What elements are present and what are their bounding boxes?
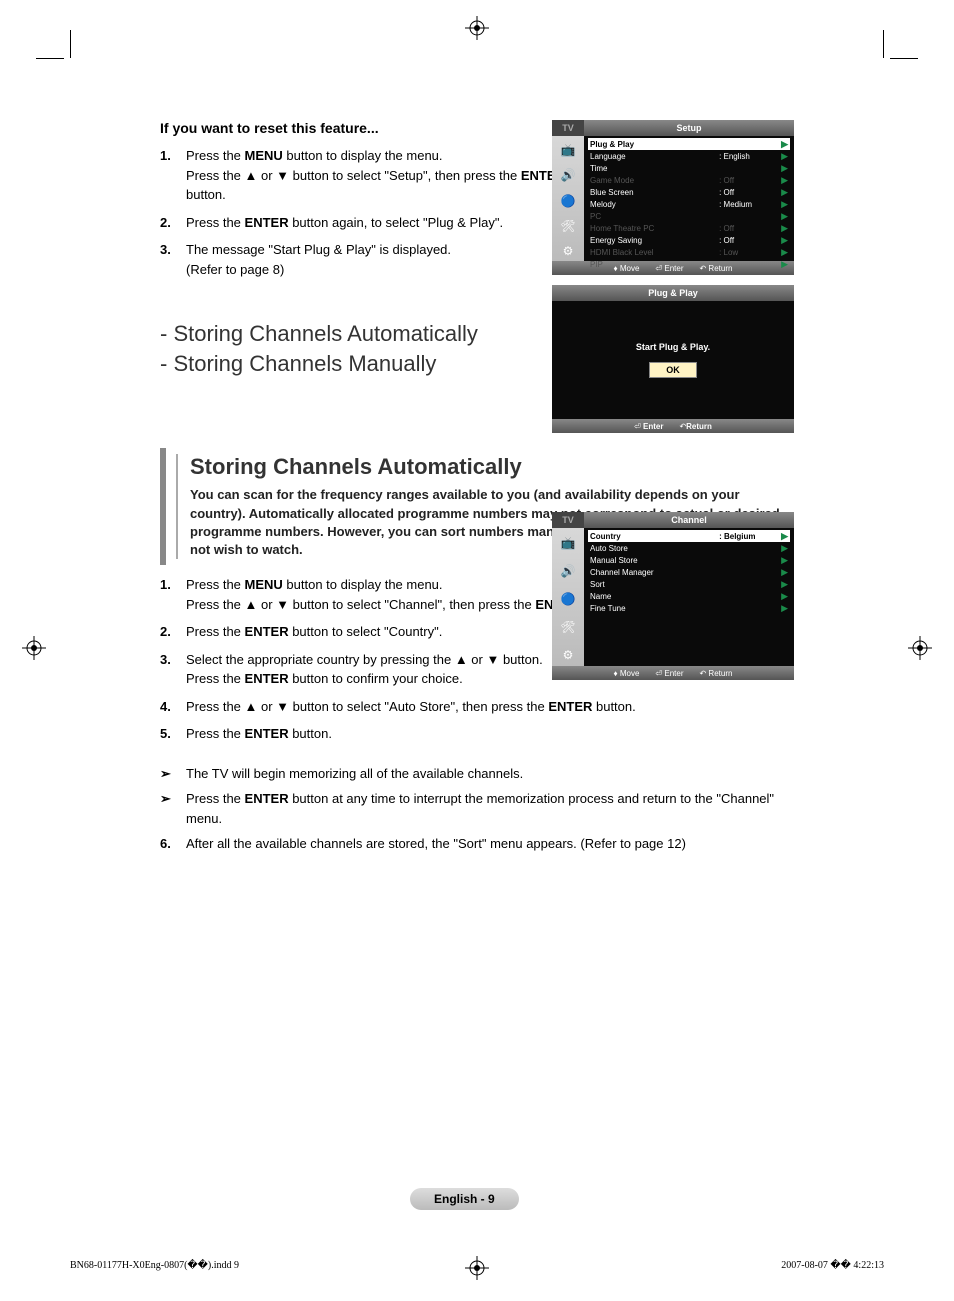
step-item: 6. After all the available channels are … [160,834,794,854]
content-area: If you want to reset this feature... 1. … [70,60,884,854]
osd-sound-icon: 🔊 [557,560,579,582]
step-text: After all the available channels are sto… [186,834,794,854]
osd-enter-hint: ⏎ Enter [655,669,683,678]
osd-sidebar: 📺 🔊 🔵 🛠 ⚙ [552,136,584,261]
osd-footer: ♦ Move ⏎ Enter ↶ Return [552,666,794,680]
osd-channel-icon: 🔵 [557,191,579,210]
note-text: Press the ENTER button at any time to in… [186,789,794,828]
osd-channel-list: Country: Belgium▶Auto Store▶Manual Store… [584,528,794,666]
osd-menu-row: Sort▶ [588,578,790,590]
osd-channel-screenshot: TV Channel 📺 🔊 🔵 🛠 ⚙ Country: Belgium▶Au… [552,512,794,680]
osd-channel-icon: 🔵 [557,588,579,610]
osd-menu-row: Blue Screen: Off▶ [588,186,790,198]
osd-menu-row: PIP▶ [588,258,790,270]
osd-message: Start Plug & Play. [636,342,710,352]
osd-setup-list: Plug & Play▶Language: English▶Time▶Game … [584,136,794,261]
registration-mark-icon [465,1256,489,1280]
section-steps-cont: 6. After all the available channels are … [160,834,794,854]
osd-menu-row: Melody: Medium▶ [588,198,790,210]
osd-sound-icon: 🔊 [557,165,579,184]
step-item: 4. Press the ▲ or ▼ button to select "Au… [160,697,794,717]
note-text: The TV will begin memorizing all of the … [186,764,794,784]
page: If you want to reset this feature... 1. … [0,0,954,1301]
crop-mark [70,30,71,58]
crop-mark [36,58,64,59]
osd-enter-hint: ⏎ Enter [634,422,663,431]
osd-picture-icon: 📺 [557,532,579,554]
step-number: 4. [160,697,186,717]
osd-input-icon: ⚙ [557,242,579,261]
step-text: Press the ▲ or ▼ button to select "Auto … [186,697,794,717]
osd-menu-row: Country: Belgium▶ [588,530,790,542]
osd-sidebar: 📺 🔊 🔵 🛠 ⚙ [552,528,584,666]
sub-note: ➢ Press the ENTER button at any time to … [160,789,794,828]
osd-menu-row: Name▶ [588,590,790,602]
osd-menu-row: Channel Manager▶ [588,566,790,578]
osd-menu-row: Plug & Play▶ [588,138,790,150]
step-number: 3. [160,650,186,689]
osd-ok-button: OK [649,362,697,378]
step-text: Press the ENTER button. [186,724,794,744]
osd-menu-row: Fine Tune▶ [588,602,790,614]
step-number: 5. [160,724,186,744]
osd-menu-row: Time▶ [588,162,790,174]
registration-mark-icon [22,636,46,660]
osd-setup-icon: 🛠 [557,216,579,235]
footer-filename: BN68-01177H-X0Eng-0807(��).indd 9 [70,1260,239,1271]
footer-timestamp: 2007-08-07 �� 4:22:13 [781,1260,884,1271]
registration-mark-icon [908,636,932,660]
osd-input-icon: ⚙ [557,644,579,666]
osd-menu-row: Auto Store▶ [588,542,790,554]
osd-menu-row: Language: English▶ [588,150,790,162]
osd-footer: ⏎ Enter ↶Return [552,419,794,433]
step-number: 1. [160,575,186,614]
section-title: Storing Channels Automatically [190,454,794,480]
osd-picture-icon: 📺 [557,140,579,159]
step-number: 2. [160,622,186,642]
osd-tv-label: TV [552,120,584,136]
osd-plugplay-screenshot: Plug & Play Start Plug & Play. OK ⏎ Ente… [552,285,794,433]
osd-menu-row: HDMI Black Level: Low▶ [588,246,790,258]
osd-menu-row: Game Mode: Off▶ [588,174,790,186]
step-item: 5. Press the ENTER button. [160,724,794,744]
osd-setup-screenshot: TV Setup 📺 🔊 🔵 🛠 ⚙ Plug & Play▶Language:… [552,120,794,275]
osd-return-hint: ↶Return [679,422,711,431]
crop-mark [883,30,884,58]
osd-title: Channel [584,512,794,528]
step-text: The message "Start Plug & Play" is displ… [186,240,576,279]
step-text: Press the ENTER button again, to select … [186,213,576,233]
sub-note: ➢ The TV will begin memorizing all of th… [160,764,794,784]
note-arrow-icon: ➢ [160,764,186,784]
registration-mark-icon [465,16,489,40]
osd-menu-row: PC▶ [588,210,790,222]
osd-title: Plug & Play [552,285,794,301]
step-text: Press the MENU button to display the men… [186,146,576,205]
step-number: 6. [160,834,186,854]
crop-mark [890,58,918,59]
osd-move-hint: ♦ Move [614,669,640,678]
osd-menu-row: Energy Saving: Off▶ [588,234,790,246]
osd-return-hint: ↶ Return [699,669,732,678]
osd-menu-row: Home Theatre PC: Off▶ [588,222,790,234]
osd-tv-label: TV [552,512,584,528]
page-number-pill: English - 9 [410,1188,519,1210]
step-number: 3. [160,240,186,279]
osd-menu-row: Manual Store▶ [588,554,790,566]
note-arrow-icon: ➢ [160,789,186,828]
step-number: 1. [160,146,186,205]
osd-title: Setup [584,120,794,136]
step-number: 2. [160,213,186,233]
osd-setup-icon: 🛠 [557,616,579,638]
